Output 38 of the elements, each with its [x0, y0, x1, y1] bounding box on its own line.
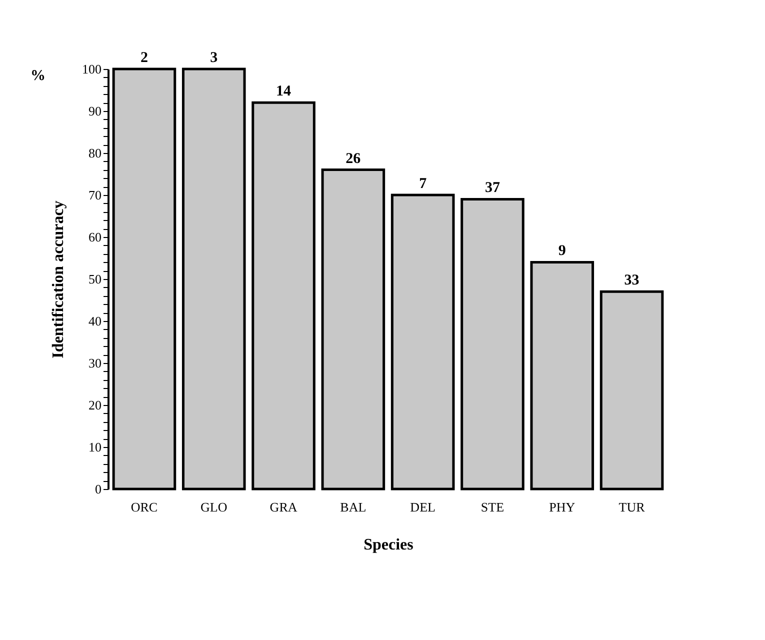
- y-tick-label: 0: [95, 482, 102, 496]
- y-tick-label: 60: [88, 230, 102, 244]
- annotation: 7: [419, 176, 428, 192]
- x-tick-label: DEL: [410, 500, 436, 514]
- bar: [182, 68, 246, 490]
- x-tick-label: GRA: [270, 500, 298, 514]
- bar: [600, 290, 664, 490]
- annotation: 37: [484, 180, 500, 196]
- x-tick-label: PHY: [549, 500, 576, 514]
- x-axis-title: Species: [364, 536, 414, 554]
- annotation: 26: [346, 150, 362, 167]
- bar: [252, 101, 316, 490]
- bar: [530, 260, 594, 490]
- y-tick-label: 20: [88, 398, 102, 412]
- x-tick-label: BAL: [340, 500, 366, 514]
- annotation: 2: [140, 50, 148, 66]
- y-tick-label: 80: [88, 146, 102, 160]
- text: %: [30, 68, 46, 84]
- y-tick-label: 40: [88, 314, 102, 328]
- x-tick-label: ORC: [130, 500, 158, 514]
- y-tick-label: 30: [88, 356, 102, 370]
- y-tick-label: 50: [88, 272, 102, 286]
- bar: [390, 194, 455, 490]
- annotation: 14: [276, 84, 292, 100]
- bar: [112, 68, 176, 490]
- y-tick-label: 70: [88, 188, 102, 202]
- bar: [321, 168, 386, 490]
- x-tick-label: GLO: [200, 500, 228, 514]
- x-tick-label: TUR: [618, 500, 646, 514]
- annotation: 3: [210, 50, 218, 66]
- bar: [460, 198, 524, 490]
- y-tick-label: 10: [88, 440, 102, 454]
- y-tick-label: 100: [82, 62, 102, 76]
- y-axis-title: Identification accuracy: [50, 200, 67, 358]
- y-tick-label: 90: [88, 104, 102, 118]
- annotation: 9: [558, 243, 566, 260]
- x-tick-label: STE: [480, 500, 504, 514]
- annotation: 33: [624, 272, 640, 289]
